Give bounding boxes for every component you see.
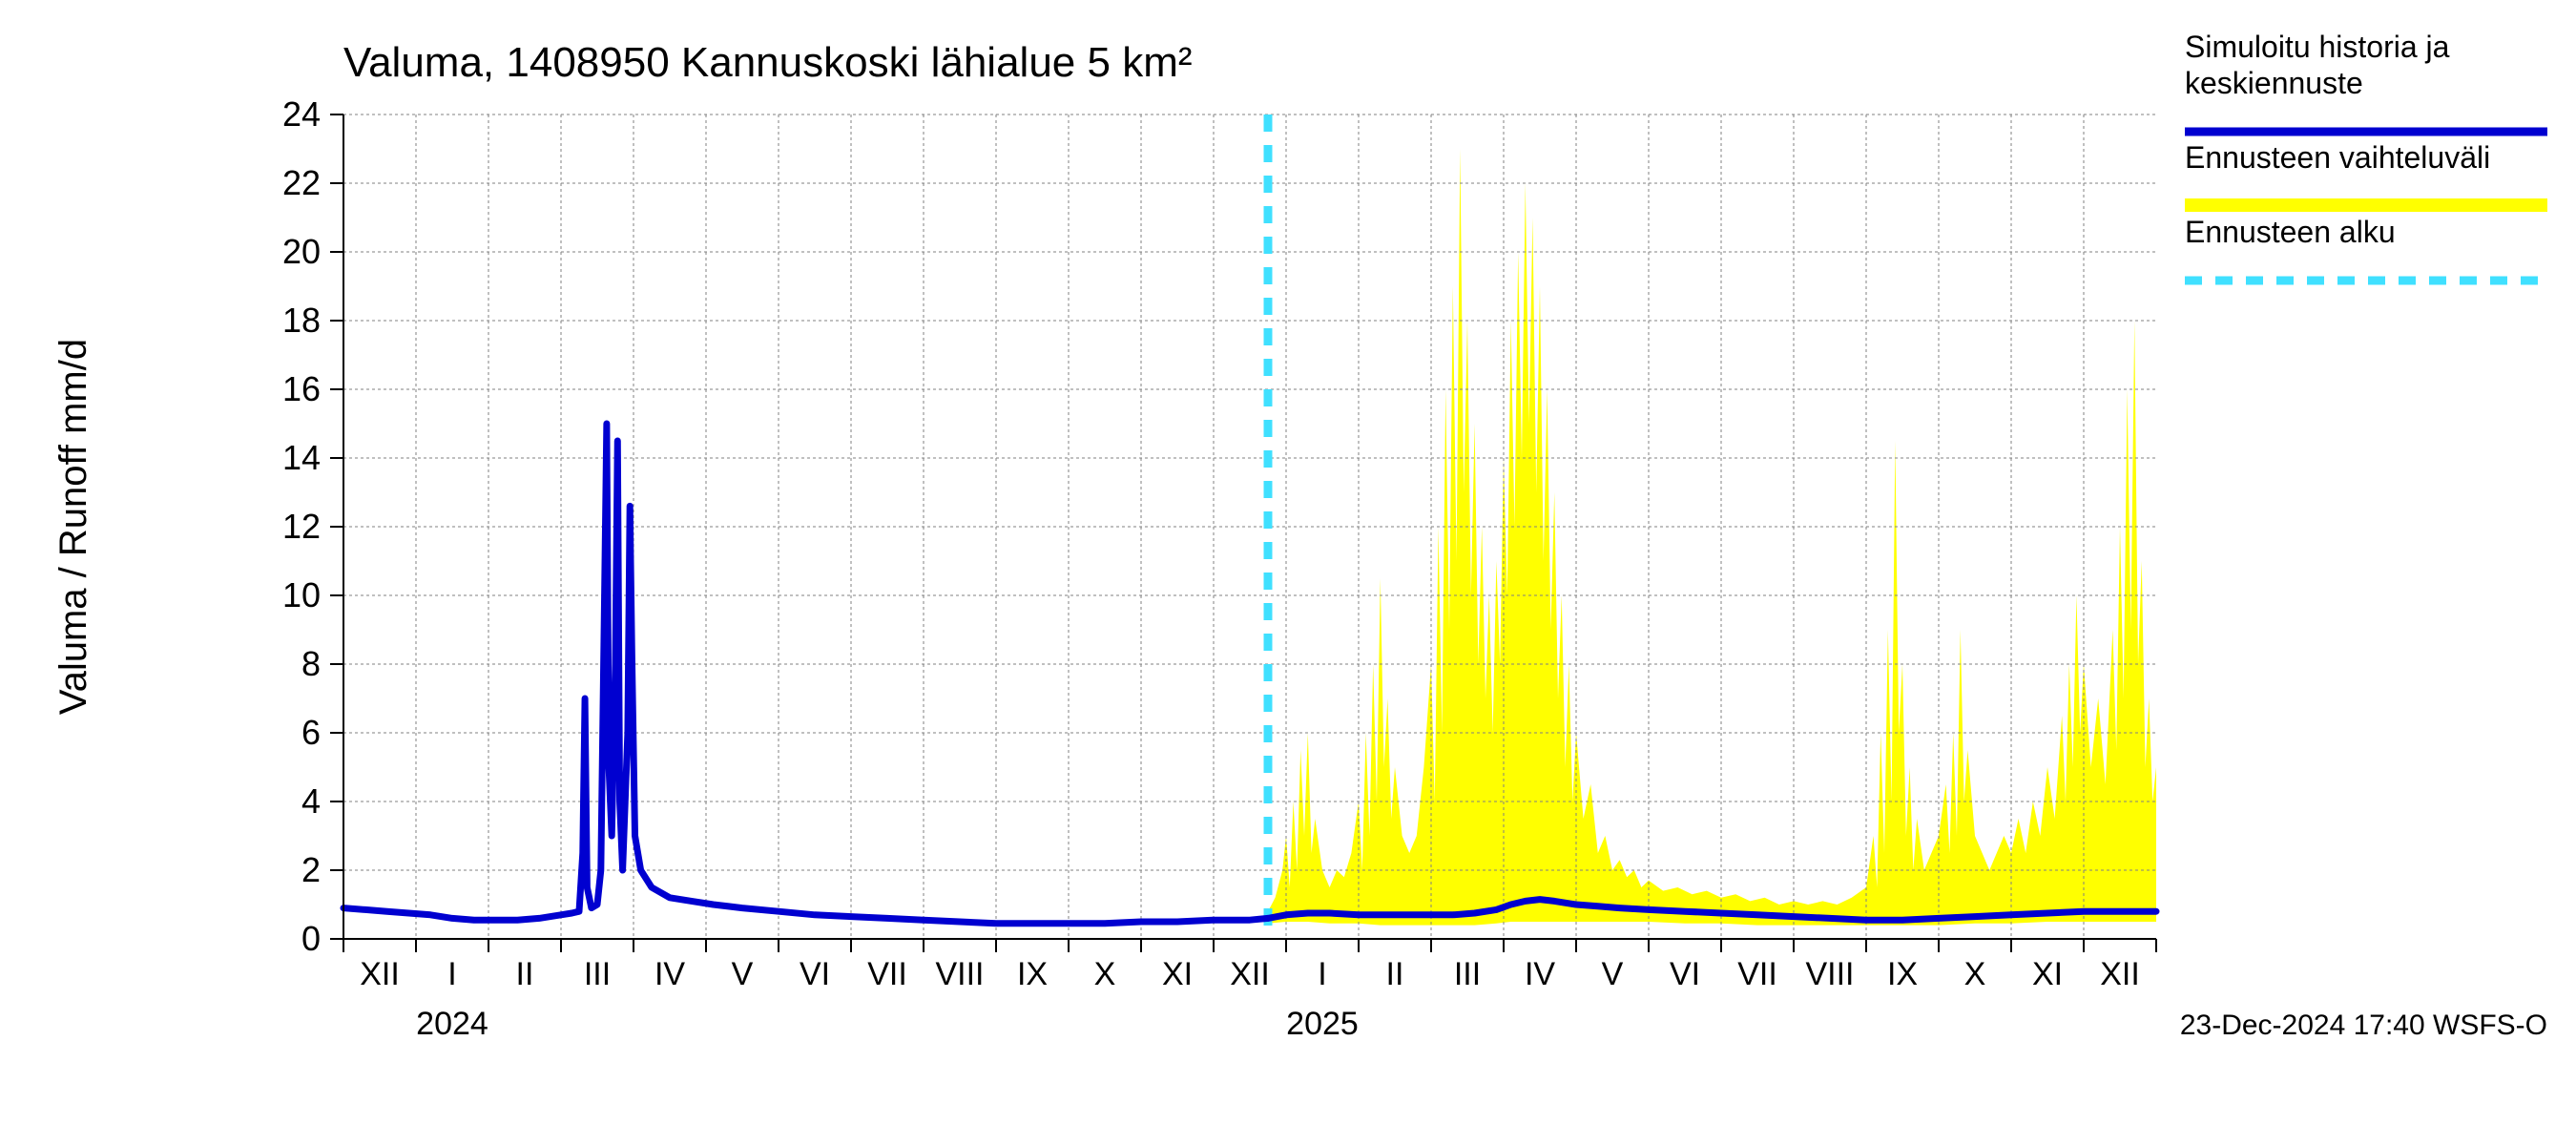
legend-label: Simuloitu historia ja xyxy=(2185,30,2450,64)
legend-label: Ennusteen vaihteluväli xyxy=(2185,140,2490,175)
x-month-label: VI xyxy=(1670,956,1700,992)
y-tick-label: 6 xyxy=(301,713,321,752)
x-year-label: 2024 xyxy=(416,1006,488,1042)
x-month-label: VI xyxy=(800,956,830,992)
legend-swatch xyxy=(2185,198,2547,212)
footer-text: 23-Dec-2024 17:40 WSFS-O xyxy=(2180,1010,2547,1041)
x-month-label: IV xyxy=(654,956,685,992)
x-month-label: VII xyxy=(1737,956,1777,992)
y-tick-label: 4 xyxy=(301,781,321,821)
x-month-label: IV xyxy=(1525,956,1555,992)
chart-title: Valuma, 1408950 Kannuskoski lähialue 5 k… xyxy=(343,39,1193,86)
x-month-label: XII xyxy=(360,956,400,992)
x-month-label: XI xyxy=(1162,956,1193,992)
y-tick-label: 22 xyxy=(282,163,321,202)
y-tick-label: 12 xyxy=(282,507,321,546)
x-month-label: VII xyxy=(867,956,907,992)
runoff-chart: 024681012141618202224XIIIIIIIIIVVVIVIIVI… xyxy=(0,0,2576,1145)
legend-label: keskiennuste xyxy=(2185,66,2363,100)
x-month-label: VIII xyxy=(1805,956,1854,992)
y-tick-label: 14 xyxy=(282,438,321,477)
x-year-label: 2025 xyxy=(1286,1006,1359,1042)
x-month-label: VIII xyxy=(935,956,984,992)
legend-label: Ennusteen alku xyxy=(2185,215,2396,249)
chart-svg: 024681012141618202224XIIIIIIIIIVVVIVIIVI… xyxy=(0,0,2576,1145)
x-month-label: X xyxy=(1094,956,1116,992)
x-month-label: XII xyxy=(1230,956,1270,992)
x-month-label: IX xyxy=(1017,956,1048,992)
x-month-label: IX xyxy=(1887,956,1918,992)
x-month-label: II xyxy=(516,956,534,992)
x-month-label: III xyxy=(1454,956,1481,992)
y-tick-label: 0 xyxy=(301,919,321,958)
x-month-label: I xyxy=(447,956,456,992)
y-tick-label: 18 xyxy=(282,301,321,340)
y-axis-label: Valuma / Runoff mm/d xyxy=(52,339,94,715)
x-month-label: II xyxy=(1386,956,1404,992)
x-month-label: I xyxy=(1318,956,1326,992)
y-tick-label: 10 xyxy=(282,575,321,614)
y-tick-label: 24 xyxy=(282,94,321,134)
x-month-label: III xyxy=(584,956,611,992)
x-month-label: V xyxy=(732,956,754,992)
x-month-label: XI xyxy=(2032,956,2063,992)
y-tick-label: 2 xyxy=(301,850,321,889)
x-month-label: X xyxy=(1964,956,1986,992)
y-tick-label: 8 xyxy=(301,644,321,683)
x-month-label: XII xyxy=(2100,956,2140,992)
y-tick-label: 16 xyxy=(282,369,321,408)
y-tick-label: 20 xyxy=(282,232,321,271)
x-month-label: V xyxy=(1602,956,1624,992)
